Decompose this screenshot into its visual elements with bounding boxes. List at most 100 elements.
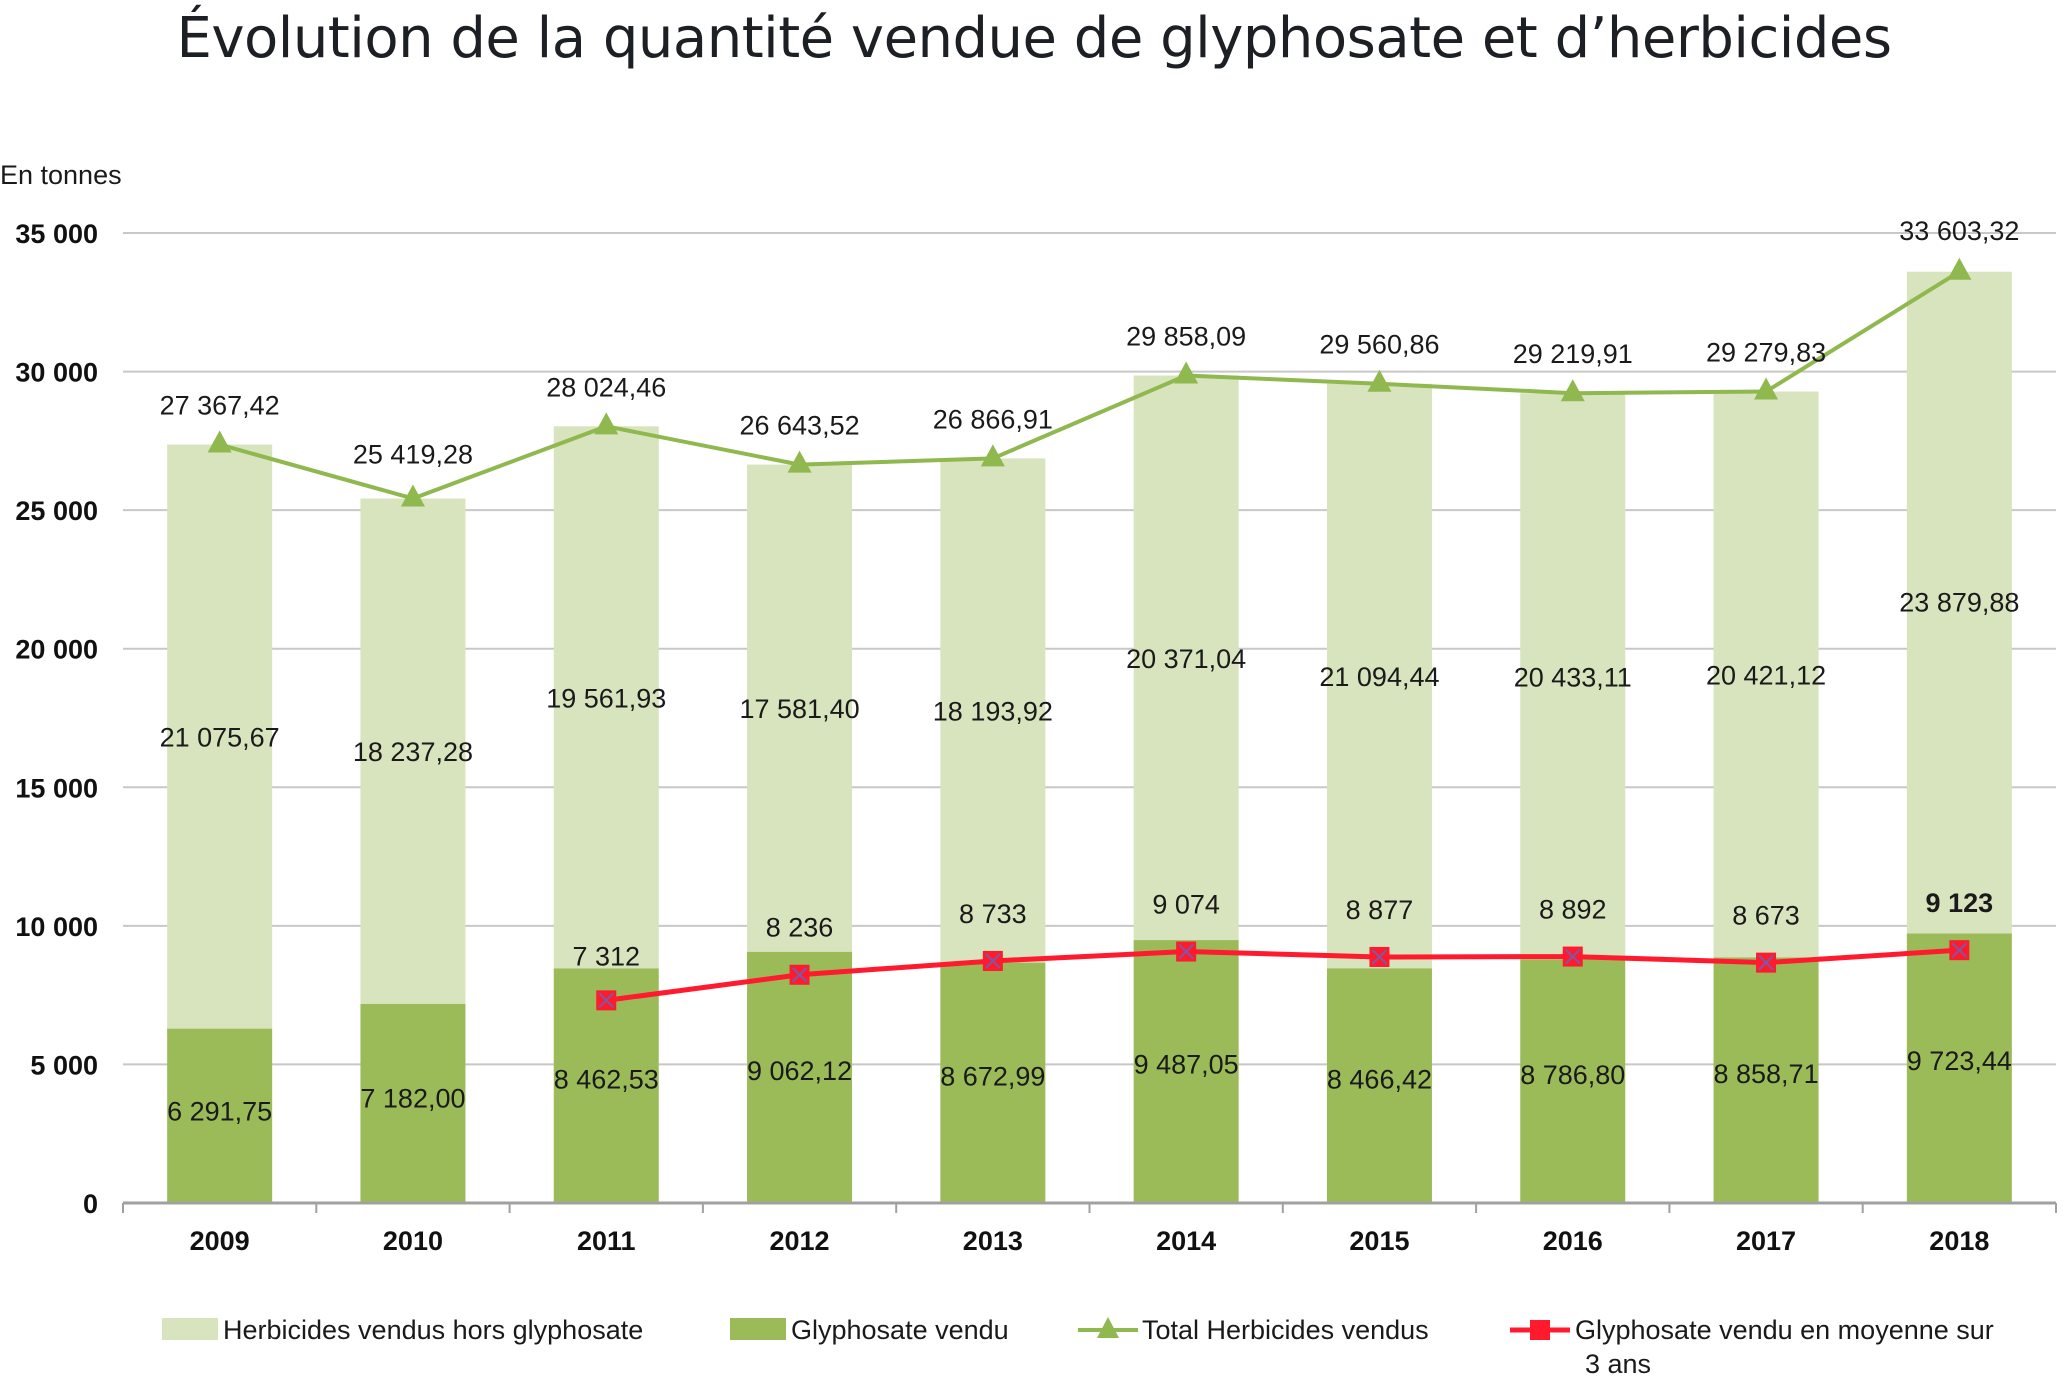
legend-triangle-icon	[1097, 1317, 1119, 1338]
point-total-herbicides	[980, 444, 1005, 467]
x-tick-label: 2017	[1736, 1226, 1796, 1256]
data-label-total: 29 560,86	[1319, 330, 1439, 360]
point-total-herbicides	[1560, 379, 1585, 402]
bar-glyphosate	[167, 1028, 273, 1203]
bar-herbicides-hors-glyphosate	[1713, 391, 1819, 958]
point-glyphosate-moyenne-x	[985, 953, 1001, 969]
data-label-glyphosate: 9 723,44	[1907, 1046, 2012, 1076]
data-label-total: 28 024,46	[546, 372, 666, 402]
data-label-hors-glyphosate: 18 193,92	[933, 697, 1053, 727]
bar-herbicides-hors-glyphosate	[1326, 383, 1432, 969]
bar-herbicides-hors-glyphosate	[1906, 271, 2012, 934]
point-total-herbicides	[594, 412, 619, 435]
data-label-moyenne-highlight: 9 123	[1926, 888, 1994, 918]
legend-swatch-hors-glyphosate	[162, 1318, 218, 1340]
bar-glyphosate	[940, 962, 1046, 1203]
data-label-hors-glyphosate: 21 094,44	[1319, 662, 1439, 692]
x-tick-label: 2016	[1543, 1226, 1603, 1256]
y-axis-label: En tonnes	[0, 160, 122, 190]
y-tick-label: 20 000	[15, 635, 98, 665]
bar-glyphosate	[1326, 968, 1432, 1203]
data-label-moyenne: 9 074	[1152, 890, 1220, 920]
point-glyphosate-moyenne-x	[1565, 948, 1581, 965]
bars	[167, 271, 2012, 1203]
data-label-moyenne: 8 892	[1539, 895, 1607, 925]
point-total-herbicides	[1174, 361, 1199, 384]
bar-herbicides-hors-glyphosate	[747, 464, 853, 952]
data-label-glyphosate: 8 858,71	[1713, 1059, 1818, 1089]
data-label-glyphosate: 6 291,75	[167, 1097, 272, 1127]
legend-label-moyenne: Glyphosate vendu en moyenne sur 3 ans	[1575, 1315, 1994, 1379]
legend-swatch-glyphosate	[730, 1318, 786, 1340]
y-tick-label: 30 000	[15, 358, 98, 388]
line-total-herbicides	[219, 270, 1961, 501]
legend-label-total: Total Herbicides vendus	[1142, 1315, 1429, 1345]
legend-label-hors-glyphosate: Herbicides vendus hors glyphosate	[223, 1315, 643, 1345]
y-tick-label: 0	[83, 1189, 98, 1219]
y-tick-label: 25 000	[15, 496, 98, 526]
data-label-moyenne: 7 312	[572, 941, 640, 971]
data-label-moyenne: 8 236	[766, 913, 834, 943]
point-glyphosate-moyenne-x	[598, 992, 614, 1009]
x-tick-label: 2018	[1929, 1226, 1989, 1256]
lines	[207, 257, 1972, 1011]
data-label-hors-glyphosate: 20 433,11	[1514, 662, 1632, 692]
bar-glyphosate	[1713, 957, 1819, 1203]
data-label-hors-glyphosate: 20 371,04	[1126, 644, 1246, 674]
bar-herbicides-hors-glyphosate	[1133, 375, 1239, 941]
y-tick-label: 10 000	[15, 912, 98, 942]
data-label-glyphosate: 7 182,00	[360, 1084, 465, 1114]
data-label-total: 26 643,52	[739, 411, 859, 441]
data-label-glyphosate: 8 466,42	[1327, 1065, 1432, 1095]
x-tick-label: 2010	[383, 1226, 443, 1256]
data-label-hors-glyphosate: 18 237,28	[353, 737, 473, 767]
bar-glyphosate	[1133, 940, 1239, 1203]
x-tick-label: 2012	[770, 1226, 830, 1256]
line-glyphosate-moyenne-3-ans	[605, 947, 1960, 1003]
x-tick-label: 2014	[1156, 1226, 1216, 1256]
x-tick-label: 2011	[577, 1226, 636, 1256]
legend-square-x-icon	[1530, 1320, 1550, 1340]
data-label-total: 29 858,09	[1126, 322, 1246, 352]
bar-glyphosate	[360, 1003, 466, 1203]
bar-herbicides-hors-glyphosate	[167, 444, 273, 1029]
data-label-total: 26 866,91	[933, 404, 1053, 434]
point-glyphosate-moyenne-x	[1758, 954, 1774, 971]
data-label-moyenne: 8 877	[1346, 895, 1414, 925]
point-glyphosate-moyenne-x	[1951, 942, 1968, 958]
data-label-hors-glyphosate: 23 879,88	[1899, 588, 2019, 618]
y-tick-label: 5 000	[30, 1050, 98, 1080]
legend-label-glyphosate: Glyphosate vendu	[791, 1315, 1009, 1345]
bar-herbicides-hors-glyphosate	[1520, 393, 1626, 960]
data-label-glyphosate: 8 462,53	[554, 1065, 659, 1095]
data-label-total: 29 219,91	[1513, 339, 1633, 369]
point-total-herbicides	[1947, 257, 1972, 280]
x-axis: 2009 2010 2011 2012 2013 2014 2015 2016 2017 2018	[122, 1201, 2057, 1256]
legend: Herbicides vendus hors glyphosate Glyphos…	[162, 1315, 1994, 1379]
data-label-moyenne: 8 733	[959, 899, 1027, 929]
data-label-hors-glyphosate: 19 561,93	[546, 683, 666, 713]
y-tick-label: 35 000	[15, 219, 98, 249]
point-total-herbicides	[207, 430, 232, 453]
data-label-glyphosate: 8 786,80	[1520, 1060, 1625, 1090]
point-glyphosate-moyenne-x	[1178, 943, 1194, 960]
bar-glyphosate	[1520, 959, 1626, 1203]
point-total-herbicides	[787, 450, 812, 473]
x-tick-label: 2013	[963, 1226, 1023, 1256]
x-tick-label: 2015	[1349, 1226, 1409, 1256]
point-total-herbicides	[1367, 369, 1392, 392]
bar-herbicides-hors-glyphosate	[360, 498, 466, 1004]
data-label-hors-glyphosate: 17 581,40	[739, 694, 859, 724]
bar-glyphosate	[747, 951, 853, 1203]
point-glyphosate-moyenne-x	[1371, 949, 1388, 965]
data-label-total: 25 419,28	[353, 440, 473, 470]
data-label-glyphosate: 8 672,99	[940, 1062, 1045, 1092]
chart-title: Évolution de la quantité vendue de glyph…	[176, 6, 1892, 71]
data-label-hors-glyphosate: 20 421,12	[1706, 661, 1826, 691]
data-label-moyenne: 8 673	[1732, 901, 1800, 931]
data-label-hors-glyphosate: 21 075,67	[160, 723, 280, 753]
data-label-total: 29 279,83	[1706, 338, 1826, 368]
x-tick-label: 2009	[190, 1226, 250, 1256]
point-total-herbicides	[400, 484, 425, 507]
